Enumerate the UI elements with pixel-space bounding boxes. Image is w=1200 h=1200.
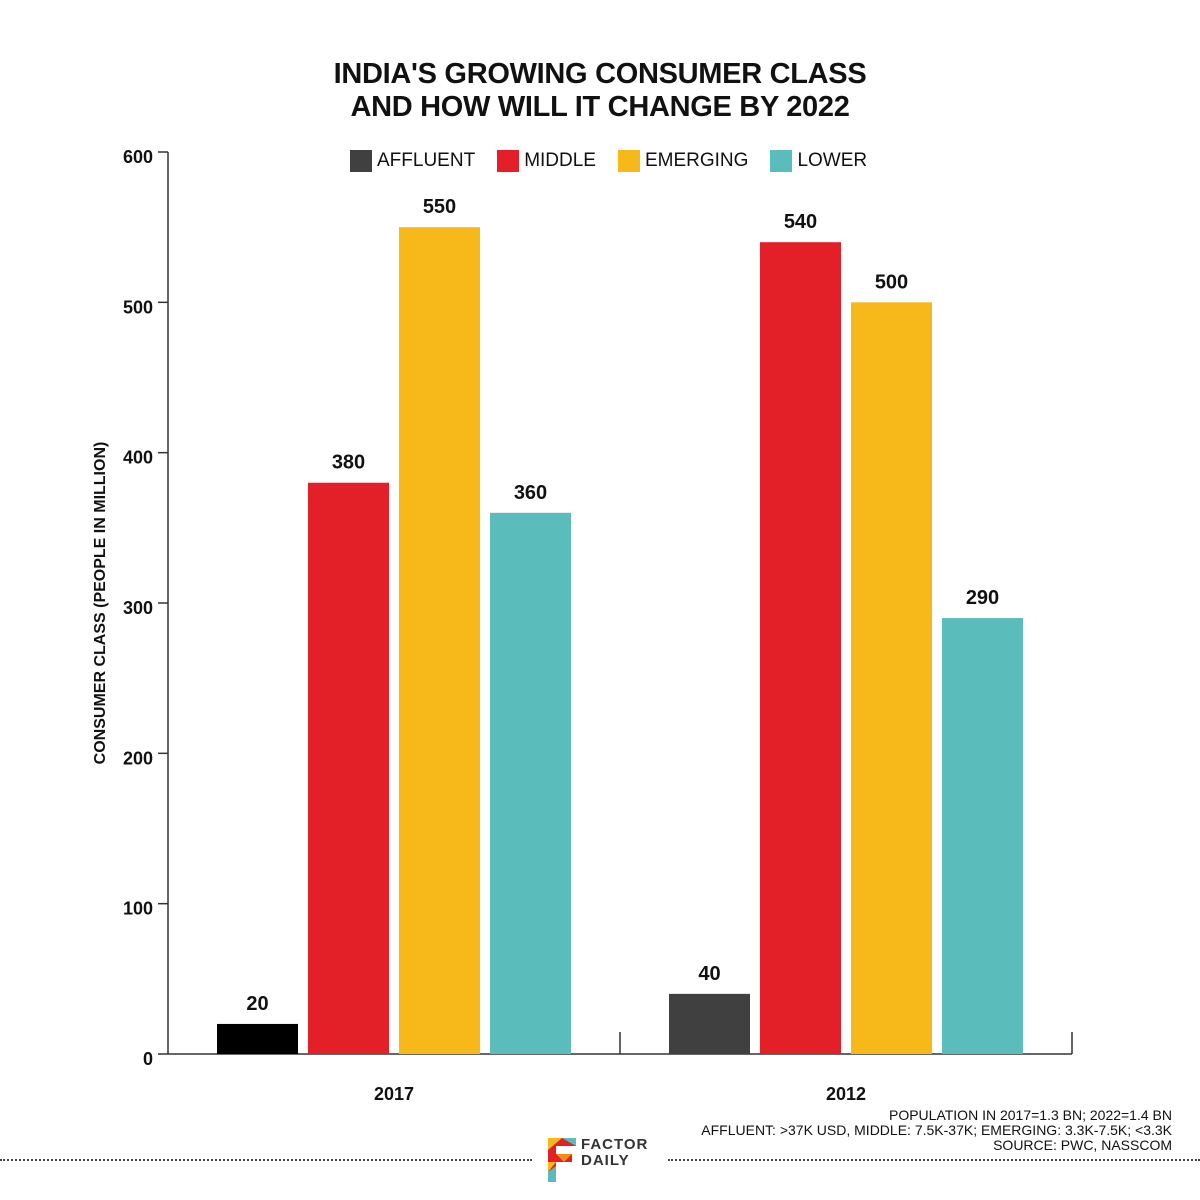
legend-label-lower: LOWER [797, 150, 868, 171]
legend: AFFLUENT MIDDLE EMERGING LOWER [350, 148, 889, 174]
data-label-affluent-2017: 20 [246, 993, 268, 1015]
data-label-emerging-2012: 500 [875, 271, 908, 293]
bar-middle-2017 [308, 482, 389, 1054]
chart-title-line-2: AND HOW WILL IT CHANGE BY 2022 [350, 91, 850, 123]
footnote-population: POPULATION IN 2017=1.3 BN; 2022=1.4 BN [888, 1107, 1172, 1123]
logo-text-line-2: DAILY [581, 1152, 630, 1169]
y-tick-label: 300 [123, 598, 153, 618]
legend-label-affluent: AFFLUENT [377, 150, 476, 171]
bar-lower-2017 [490, 512, 571, 1054]
footnote-source: SOURCE: PWC, NASSCOM [993, 1137, 1172, 1153]
data-label-middle-2012: 540 [784, 211, 817, 233]
y-tick-label: 500 [123, 297, 153, 317]
bar-affluent-2017 [217, 1023, 298, 1054]
chart-title: INDIA'S GROWING CONSUMER CLASS AND HOW W… [0, 58, 1200, 124]
footer-divider-left [0, 1159, 532, 1161]
logo-text: FACTOR DAILY [581, 1137, 648, 1169]
legend-swatch-affluent [350, 150, 372, 172]
logo-text-line-1: FACTOR [581, 1136, 649, 1153]
data-label-lower-2017: 360 [514, 482, 547, 504]
y-tick-label: 600 [123, 147, 153, 167]
y-tick-label: 400 [123, 448, 153, 468]
x-tick-label-2017: 2017 [374, 1084, 414, 1104]
legend-item-affluent: AFFLUENT [350, 150, 475, 172]
bar-affluent-2012 [669, 993, 750, 1054]
legend-label-middle: MIDDLE [524, 150, 596, 171]
legend-item-middle: MIDDLE [497, 150, 596, 172]
data-label-affluent-2012: 40 [698, 963, 720, 985]
footnote: POPULATION IN 2017=1.3 BN; 2022=1.4 BN A… [701, 1108, 1172, 1153]
data-label-middle-2017: 380 [332, 452, 365, 474]
bar-middle-2012 [760, 242, 841, 1054]
y-tick-label: 0 [143, 1049, 153, 1069]
legend-label-emerging: EMERGING [644, 150, 749, 171]
chart-title-line-1: INDIA'S GROWING CONSUMER CLASS [333, 58, 867, 90]
bar-emerging-2012 [851, 302, 932, 1054]
legend-swatch-emerging [617, 150, 640, 172]
factor-daily-logo [548, 1138, 576, 1182]
y-tick-label: 200 [123, 748, 153, 768]
y-tick-label: 100 [123, 899, 153, 919]
bar-lower-2012 [942, 618, 1023, 1054]
legend-swatch-middle [497, 150, 520, 172]
legend-item-lower: LOWER [770, 150, 867, 172]
footnote-definitions: AFFLUENT: >37K USD, MIDDLE: 7.5K-37K; EM… [701, 1122, 1172, 1138]
legend-swatch-lower [770, 150, 793, 172]
footer-divider-right [668, 1159, 1200, 1161]
data-label-lower-2012: 290 [966, 587, 999, 609]
legend-item-emerging: EMERGING [617, 150, 749, 172]
x-tick-label-2012: 2012 [826, 1084, 866, 1104]
bar-emerging-2017 [399, 227, 480, 1054]
data-label-emerging-2017: 550 [423, 196, 456, 218]
